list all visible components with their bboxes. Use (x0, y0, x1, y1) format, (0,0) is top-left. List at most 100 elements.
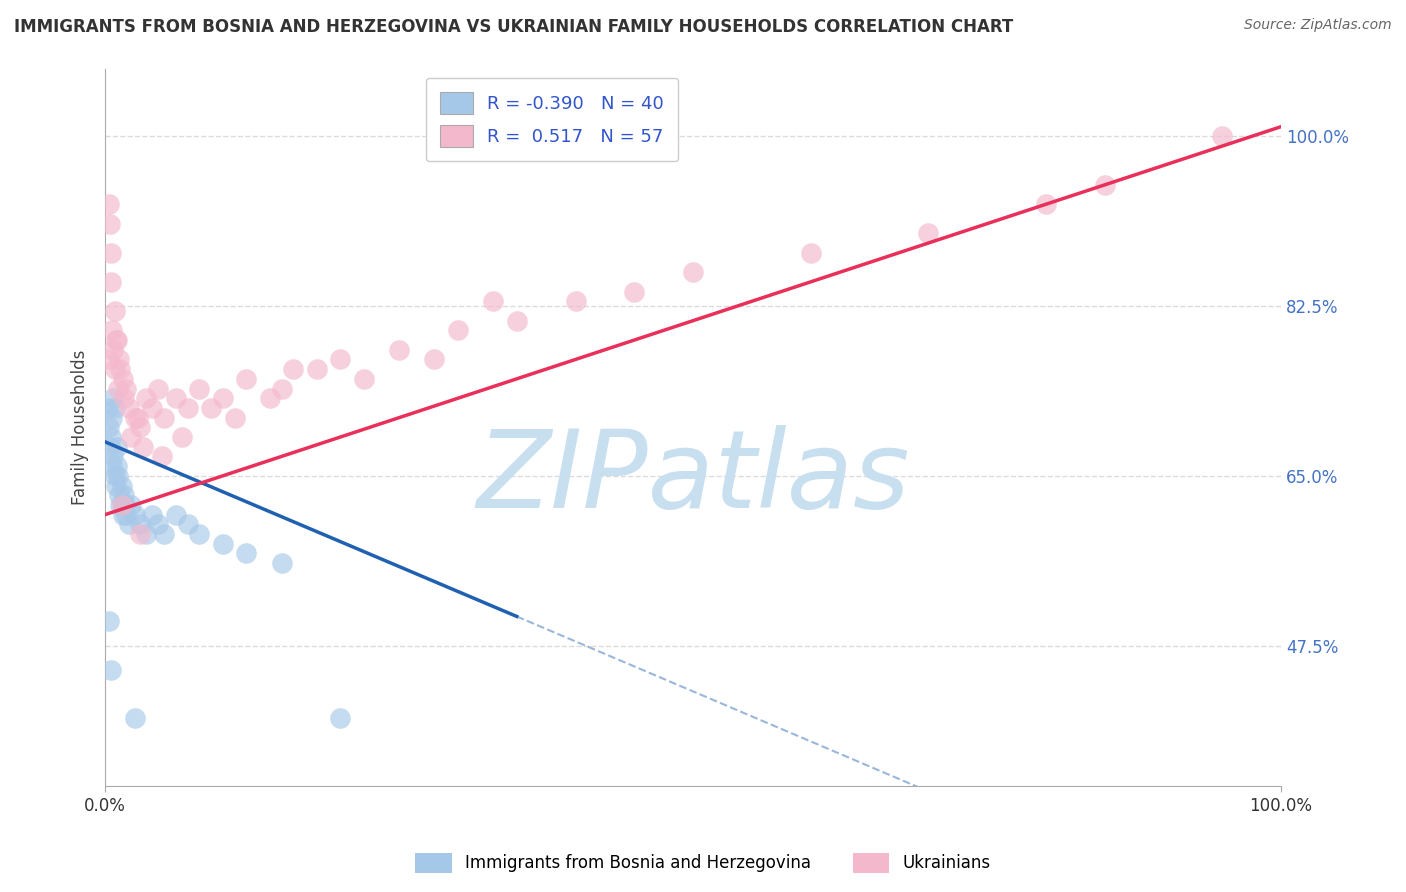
Point (564, 294, 586, 309)
Point (270, 556, 292, 570)
Point (101, 323, 124, 337)
Point (101, 459, 124, 474)
Point (111, 508, 134, 522)
Point (200, 401, 222, 415)
Point (132, 440, 155, 454)
Point (111, 498, 134, 512)
Point (129, 420, 152, 434)
Point (97, 401, 120, 415)
Point (211, 391, 233, 405)
Point (141, 401, 163, 415)
Point (103, 391, 125, 405)
Point (104, 468, 127, 483)
Point (283, 362, 305, 376)
Point (129, 517, 152, 532)
Point (108, 488, 131, 502)
Point (482, 294, 505, 309)
Point (120, 498, 142, 512)
Point (917, 227, 939, 241)
Point (114, 498, 136, 512)
Point (100, 245, 122, 260)
Point (146, 382, 169, 396)
Point (423, 352, 446, 367)
Point (118, 401, 141, 415)
Point (105, 333, 128, 347)
Point (111, 478, 134, 492)
Point (176, 401, 198, 415)
Point (1094, 178, 1116, 192)
Point (124, 711, 146, 725)
Point (329, 352, 352, 367)
Point (97, 420, 120, 434)
Point (165, 391, 187, 405)
Point (107, 468, 129, 483)
Point (97, 352, 120, 367)
Point (115, 508, 138, 522)
Point (388, 343, 411, 357)
Point (118, 517, 141, 532)
Point (111, 372, 134, 386)
Legend: Immigrants from Bosnia and Herzegovina, Ukrainians: Immigrants from Bosnia and Herzegovina, … (408, 847, 998, 880)
Point (101, 410, 124, 425)
Point (120, 430, 142, 444)
Point (176, 517, 198, 532)
Point (165, 508, 187, 522)
Legend: R = -0.390   N = 40, R =  0.517   N = 57: R = -0.390 N = 40, R = 0.517 N = 57 (426, 78, 678, 161)
Point (153, 410, 176, 425)
Point (129, 527, 152, 541)
Point (270, 382, 292, 396)
Point (111, 498, 134, 512)
Point (153, 527, 176, 541)
Point (100, 275, 122, 289)
Point (98, 217, 121, 231)
Point (105, 459, 128, 474)
Point (329, 711, 352, 725)
Point (103, 450, 125, 464)
Point (110, 362, 132, 376)
Point (115, 382, 138, 396)
Point (110, 498, 132, 512)
Point (104, 362, 127, 376)
Text: IMMIGRANTS FROM BOSNIA AND HERZEGOVINA VS UKRAINIAN FAMILY HOUSEHOLDS CORRELATIO: IMMIGRANTS FROM BOSNIA AND HERZEGOVINA V… (14, 18, 1014, 36)
Point (108, 352, 131, 367)
Point (353, 372, 375, 386)
Point (104, 333, 127, 347)
Point (211, 537, 233, 551)
Point (170, 430, 193, 444)
Point (235, 372, 257, 386)
Point (124, 508, 146, 522)
Point (104, 478, 127, 492)
Point (107, 382, 129, 396)
Point (800, 245, 823, 260)
Point (135, 527, 157, 541)
Point (112, 391, 135, 405)
Point (104, 304, 127, 318)
Point (188, 382, 211, 396)
Point (105, 440, 128, 454)
Point (447, 323, 470, 337)
Point (235, 546, 257, 560)
Point (112, 488, 135, 502)
Point (682, 265, 704, 279)
Point (97, 197, 120, 211)
Point (150, 450, 173, 464)
Point (124, 410, 146, 425)
Point (224, 410, 246, 425)
Point (135, 391, 157, 405)
Point (141, 508, 163, 522)
Point (97, 615, 120, 629)
Point (305, 362, 328, 376)
Point (623, 285, 645, 299)
Point (1035, 197, 1057, 211)
Point (98, 440, 121, 454)
Point (127, 410, 149, 425)
Point (103, 343, 125, 357)
Text: Source: ZipAtlas.com: Source: ZipAtlas.com (1244, 18, 1392, 32)
Point (146, 517, 169, 532)
Point (188, 527, 211, 541)
Point (259, 391, 281, 405)
Point (104, 401, 127, 415)
Point (100, 663, 122, 677)
Point (506, 313, 529, 327)
Text: ZIPatlas: ZIPatlas (477, 425, 910, 530)
